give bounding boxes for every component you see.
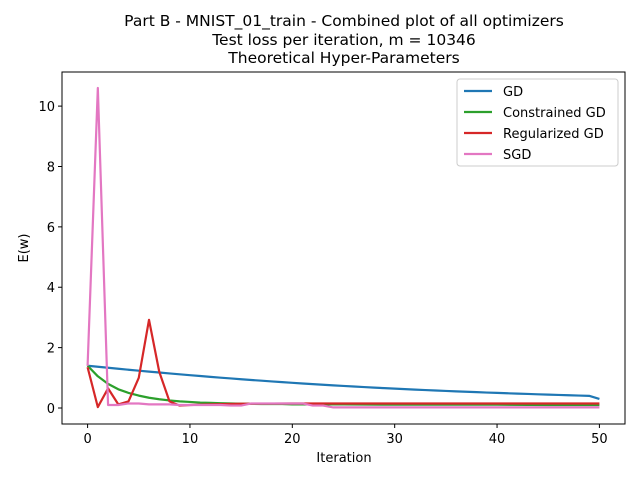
ticks-layer: 0 10 20 30 40 50 0 2 4 6 8 10 — [38, 100, 607, 447]
x-tick-label: 10 — [182, 432, 199, 447]
x-axis-label: Iteration — [316, 451, 371, 466]
chart-title-line-1: Part B - MNIST_01_train - Combined plot … — [124, 12, 564, 31]
chart-title-line-2: Test loss per iteration, m = 10346 — [211, 31, 476, 49]
chart-title: Part B - MNIST_01_train - Combined plot … — [124, 12, 564, 67]
y-tick-label: 6 — [47, 221, 55, 236]
legend-label: Regularized GD — [503, 127, 604, 142]
x-tick-label: 20 — [284, 432, 301, 447]
legend-label: Constrained GD — [503, 106, 606, 121]
series-line-sgd — [86, 86, 600, 409]
x-tick-label: 30 — [386, 432, 403, 447]
legend-label: GD — [503, 85, 523, 100]
y-tick-label: 4 — [47, 281, 55, 296]
y-tick-label: 0 — [47, 402, 55, 417]
legend-label: SGD — [503, 148, 531, 163]
y-tick-label: 10 — [38, 100, 55, 115]
y-axis-label: E(w) — [17, 234, 32, 263]
x-tick-label: 40 — [489, 432, 506, 447]
chart-title-line-3: Theoretical Hyper-Parameters — [227, 49, 459, 67]
legend: GD Constrained GD Regularized GD SGD — [456, 78, 619, 167]
x-tick-label: 0 — [83, 432, 91, 447]
y-tick-label: 8 — [47, 160, 55, 175]
x-tick-label: 50 — [591, 432, 608, 447]
legend-box — [456, 78, 619, 167]
series-line-gd — [87, 364, 600, 400]
series-layer — [86, 86, 600, 409]
y-tick-label: 2 — [47, 342, 55, 357]
plot-area-frame — [61, 71, 626, 425]
